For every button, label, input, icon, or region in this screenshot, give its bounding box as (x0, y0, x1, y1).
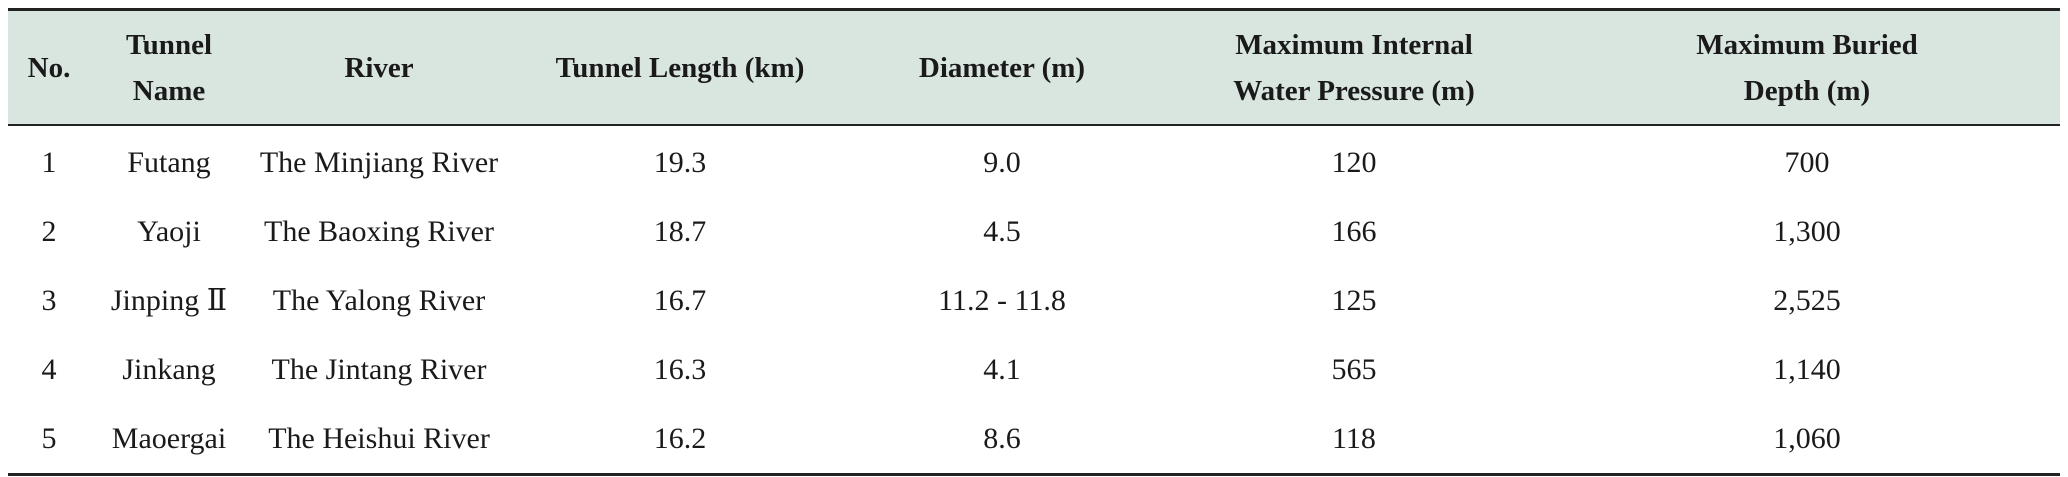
cell-tunnel-name: Jinping Ⅱ (110, 284, 228, 317)
header-row: No. Tunnel Name River Tunnel Length (km)… (8, 9, 2060, 126)
cell-no: 3 (41, 283, 57, 317)
cell-max-buried-depth: 2,525 (1773, 283, 1841, 317)
cell-no: 1 (41, 145, 57, 179)
header-max-internal-water-pressure-line-1: Maximum Internal (1235, 28, 1473, 61)
header-river-line-1: River (344, 51, 414, 84)
table-body: 1 Futang The Minjiang River 19.3 9.0 120… (8, 125, 2060, 475)
cell-no: 4 (41, 352, 57, 386)
cell-river: The Baoxing River (264, 214, 494, 248)
table-row: 2 Yaoji The Baoxing River 18.7 4.5 166 1… (8, 197, 2060, 266)
table-row: 5 Maoergai The Heishui River 16.2 8.6 11… (8, 404, 2060, 475)
cell-diameter: 8.6 (983, 421, 1021, 455)
tunnel-table: No. Tunnel Name River Tunnel Length (km)… (8, 8, 2060, 476)
cell-tunnel-name: Yaoji (137, 214, 201, 248)
header-no-line-1: No. (27, 51, 71, 84)
cell-max-internal-water-pressure: 118 (1332, 421, 1376, 455)
header-max-buried-depth-line-1: Maximum Buried (1696, 28, 1918, 61)
cell-river: The Jintang River (271, 352, 487, 386)
cell-max-buried-depth: 700 (1784, 145, 1830, 179)
table-header: No. Tunnel Name River Tunnel Length (km)… (8, 9, 2060, 126)
header-max-buried-depth-line-2: Depth (m) (1743, 74, 1871, 107)
cell-max-internal-water-pressure: 120 (1331, 145, 1377, 179)
cell-river: The Minjiang River (259, 145, 499, 179)
cell-diameter: 4.5 (983, 214, 1021, 248)
header-diameter-line-1: Diameter (m) (918, 51, 1086, 84)
header-diameter: Diameter (m) (850, 10, 1154, 126)
tunnel-table-container: No. Tunnel Name River Tunnel Length (km)… (8, 8, 2060, 476)
header-no: No. (8, 10, 90, 126)
cell-diameter: 11.2 - 11.8 (938, 283, 1066, 317)
cell-max-internal-water-pressure: 166 (1331, 214, 1377, 248)
header-max-buried-depth: Maximum Buried Depth (m) (1554, 10, 2060, 126)
table-row: 1 Futang The Minjiang River 19.3 9.0 120… (8, 125, 2060, 197)
cell-max-internal-water-pressure: 565 (1331, 352, 1377, 386)
cell-max-buried-depth: 1,140 (1773, 352, 1841, 386)
cell-tunnel-name: Jinkang (122, 352, 216, 386)
cell-diameter: 9.0 (983, 145, 1021, 179)
cell-max-buried-depth: 1,300 (1773, 214, 1841, 248)
cell-tunnel-length: 16.2 (653, 421, 707, 455)
header-tunnel-name-line-1: Tunnel (126, 28, 212, 61)
header-river: River (248, 10, 510, 126)
cell-tunnel-length: 16.7 (653, 283, 707, 317)
cell-tunnel-length: 16.3 (653, 352, 707, 386)
header-tunnel-name-line-2: Name (132, 74, 206, 107)
cell-tunnel-length: 18.7 (653, 214, 707, 248)
header-tunnel-name: Tunnel Name (90, 10, 248, 126)
cell-no: 5 (41, 421, 57, 455)
cell-tunnel-name: Futang (127, 145, 211, 179)
cell-river: The Heishui River (268, 421, 490, 455)
header-max-internal-water-pressure: Maximum Internal Water Pressure (m) (1154, 10, 1554, 126)
cell-tunnel-length: 19.3 (653, 145, 707, 179)
table-row: 4 Jinkang The Jintang River 16.3 4.1 565… (8, 335, 2060, 404)
table-row: 3 Jinping Ⅱ The Yalong River 16.7 11.2 -… (8, 266, 2060, 335)
header-max-internal-water-pressure-line-2: Water Pressure (m) (1233, 74, 1475, 107)
cell-diameter: 4.1 (983, 352, 1021, 386)
cell-max-internal-water-pressure: 125 (1331, 283, 1377, 317)
cell-tunnel-name: Maoergai (111, 421, 227, 455)
cell-max-buried-depth: 1,060 (1773, 421, 1841, 455)
header-tunnel-length-line-1: Tunnel Length (km) (555, 51, 805, 84)
header-tunnel-length: Tunnel Length (km) (510, 10, 850, 126)
cell-river: The Yalong River (272, 283, 486, 317)
cell-no: 2 (41, 214, 57, 248)
